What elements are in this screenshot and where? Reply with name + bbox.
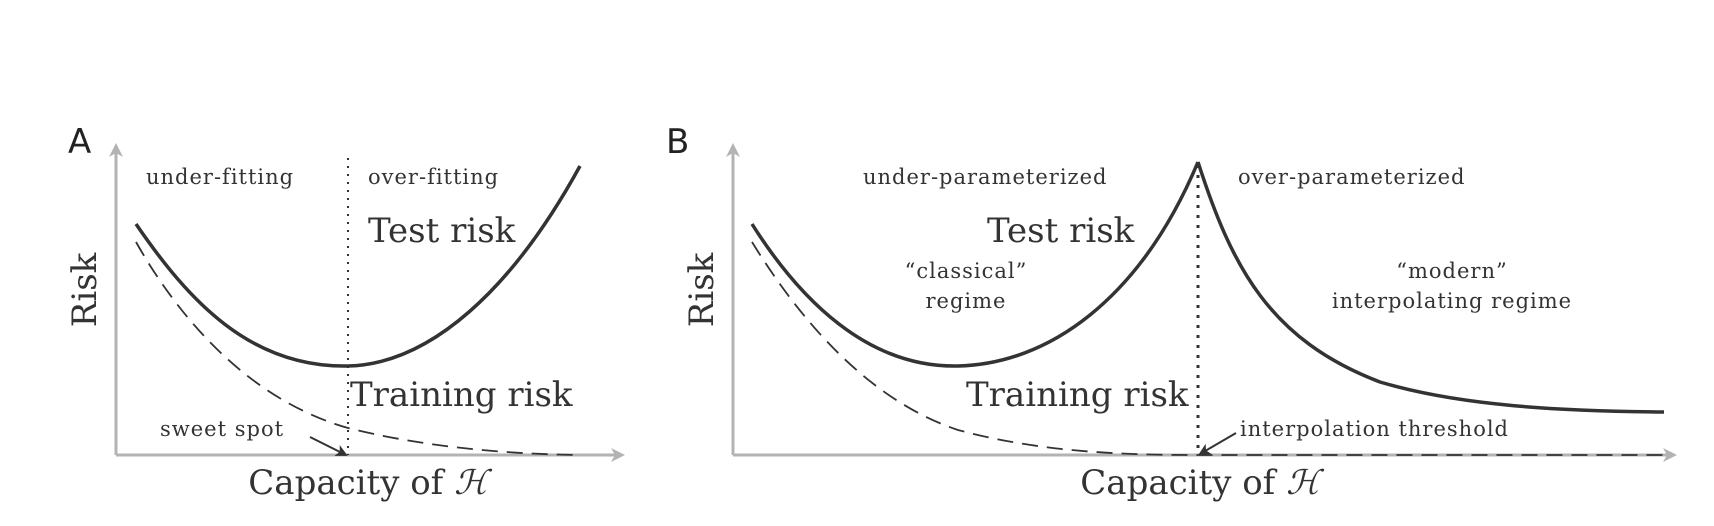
- panel-b-x-axis-title: Capacity of ℋ: [1080, 463, 1325, 503]
- panel-b-classical-regime-line1: “classical”: [905, 259, 1028, 283]
- panel-a-training-risk-curve: [135, 241, 581, 456]
- panel-a-over-fitting-label: over-fitting: [368, 165, 499, 189]
- panel-b-modern-regime-line2: interpolating regime: [1332, 289, 1572, 313]
- panel-b-classical-regime-line2: regime: [926, 289, 1007, 313]
- panel-b-y-axis-title: Risk: [682, 252, 722, 327]
- panel-b-training-risk-curve: [751, 241, 1664, 456]
- panel-a-training-risk-label: Training risk: [350, 375, 573, 415]
- panel-a-letter: A: [68, 122, 91, 162]
- panel-a-sweet-spot-label: sweet spot: [160, 417, 284, 441]
- panel-a-under-fitting-label: under-fitting: [146, 165, 294, 189]
- panel-a: A under-fitting over-fitting Test risk T…: [65, 122, 625, 503]
- panel-a-test-risk-curve: [134, 165, 582, 368]
- panel-a-x-axis-title: Capacity of ℋ: [248, 463, 493, 503]
- panel-b-test-risk-label: Test risk: [987, 211, 1135, 251]
- panel-b: B under-parameterized over-parameterized…: [666, 122, 1677, 503]
- panel-b-over-parameterized-label: over-parameterized: [1238, 165, 1466, 189]
- panel-a-y-axis-title: Risk: [65, 252, 105, 327]
- panel-a-sweet-spot-arrow: [309, 436, 348, 456]
- panel-b-modern-regime-line1: “modern”: [1396, 259, 1507, 283]
- panel-b-test-risk-classical-curve: [750, 161, 1200, 368]
- panel-b-interpolation-threshold-arrow: [1198, 432, 1237, 456]
- panel-b-test-risk-modern-curve: [1196, 161, 1665, 414]
- panel-b-interpolation-threshold-label: interpolation threshold: [1240, 417, 1509, 441]
- panel-a-test-risk-label: Test risk: [368, 211, 516, 251]
- panel-b-training-risk-label: Training risk: [966, 375, 1189, 415]
- panel-b-letter: B: [666, 122, 689, 162]
- panel-b-under-parameterized-label: under-parameterized: [863, 165, 1107, 189]
